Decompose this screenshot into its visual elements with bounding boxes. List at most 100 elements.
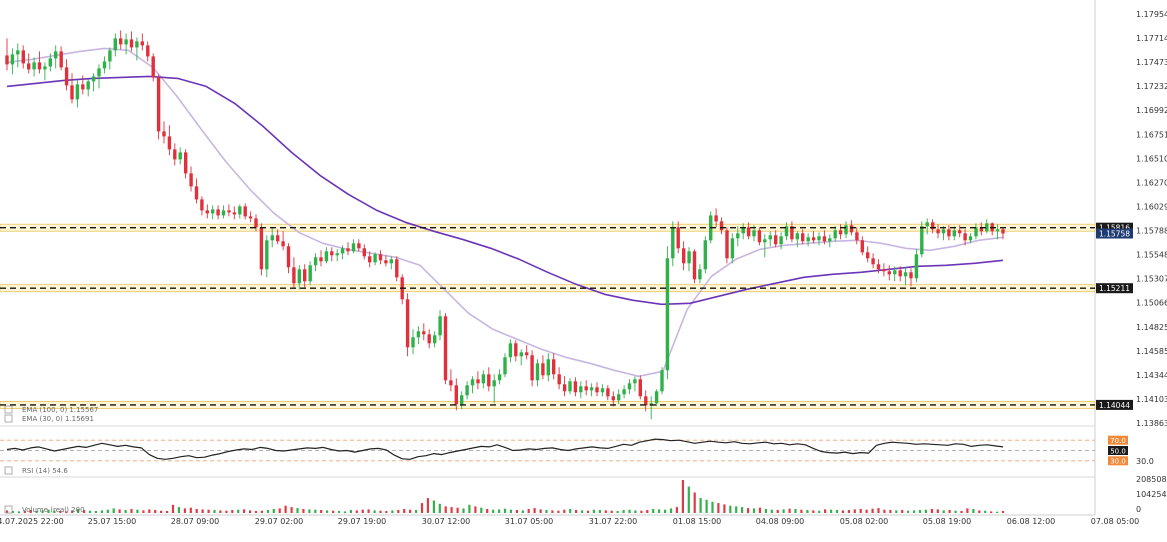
candle	[16, 43, 20, 68]
time-axis-tick: 06.08 12:00	[1007, 517, 1056, 526]
candle-body	[5, 55, 9, 65]
time-axis-tick: 28.07 09:00	[171, 517, 220, 526]
volume-bar	[865, 509, 868, 513]
candle-body	[227, 210, 231, 213]
legend-settings-icon[interactable]	[4, 505, 13, 514]
volume-bar	[978, 510, 981, 513]
candle-body	[676, 227, 680, 249]
candle	[974, 223, 978, 240]
volume-bar	[990, 511, 993, 514]
candle-body	[725, 230, 729, 259]
volume-bar	[112, 508, 115, 513]
candle-body	[497, 374, 502, 381]
price-axis-tick: 1.16992	[1136, 106, 1167, 115]
price-axis-tick: 1.17954	[1136, 10, 1167, 19]
volume-bar	[877, 508, 880, 514]
candle	[32, 57, 36, 77]
candle-body	[405, 299, 410, 348]
candle	[838, 224, 843, 240]
volume-bar	[498, 509, 501, 513]
candle	[368, 251, 372, 268]
candle	[617, 389, 621, 405]
candle	[276, 229, 280, 245]
candle	[979, 222, 984, 236]
volume-bar	[415, 510, 418, 513]
last-price-tag-bg	[1096, 228, 1133, 239]
candle-body	[622, 389, 626, 395]
volume-bar	[960, 511, 963, 513]
candle-body	[460, 395, 464, 405]
candle	[530, 350, 534, 387]
candle	[156, 74, 161, 140]
volume-bar	[628, 509, 631, 513]
candle	[654, 389, 659, 407]
volume-bar	[231, 510, 234, 513]
candle	[351, 239, 356, 254]
volume-bar	[764, 509, 767, 513]
volume-bar	[308, 509, 311, 513]
candle	[346, 242, 350, 256]
candle	[476, 371, 480, 390]
candle	[519, 349, 523, 366]
candle	[698, 264, 702, 284]
candle	[194, 178, 199, 204]
price-axis-tick: 1.15788	[1136, 227, 1167, 236]
volume-bar	[747, 508, 750, 514]
candle	[129, 31, 134, 52]
volume-bar	[723, 504, 726, 513]
legend-settings-icon[interactable]	[4, 466, 13, 475]
level-lines	[0, 226, 1095, 406]
volume-bar	[379, 510, 382, 513]
candle-body	[368, 256, 372, 263]
legend-settings-icon[interactable]	[4, 414, 13, 423]
candle	[248, 211, 253, 223]
volume-bar	[17, 511, 20, 514]
candle	[340, 245, 345, 260]
candle	[817, 232, 821, 246]
candle	[660, 367, 664, 395]
candle	[925, 218, 929, 235]
volume-bar	[326, 510, 329, 513]
candle-body	[357, 243, 361, 249]
volume-bar	[456, 507, 459, 513]
candle	[43, 62, 47, 81]
candle-body	[995, 229, 1000, 232]
candle-body	[503, 357, 507, 375]
volume-bar	[551, 510, 554, 513]
candle	[676, 221, 680, 254]
volume-bar	[41, 510, 44, 513]
volume-bar	[225, 510, 228, 513]
volume-bar	[160, 510, 163, 513]
candle-body	[113, 38, 117, 51]
candle-body	[91, 76, 96, 82]
level-price-tag-bg	[1096, 283, 1133, 294]
rsi-level-tag-bg	[1108, 435, 1128, 445]
volume-bar	[664, 509, 667, 513]
volume-bar	[824, 509, 827, 513]
candle-body	[730, 238, 735, 259]
candle-body	[925, 222, 929, 227]
volume-bar	[699, 498, 702, 513]
candle-body	[1001, 229, 1005, 234]
candle	[682, 241, 686, 271]
candle	[866, 246, 870, 263]
candle-body	[871, 258, 875, 265]
volume-bar	[924, 509, 927, 513]
volume-bar	[652, 509, 655, 513]
volume-bar	[373, 510, 376, 513]
volume-bar	[11, 511, 14, 513]
candle	[81, 75, 85, 95]
legend-settings-icon[interactable]	[4, 405, 13, 414]
candle	[801, 229, 805, 245]
rsi-level-label: 50.0	[1110, 447, 1126, 455]
candle-body	[54, 51, 58, 59]
candle	[936, 224, 940, 239]
candle-body	[627, 383, 632, 390]
candle-body	[898, 270, 902, 277]
volume-bar	[77, 509, 80, 513]
volume-bar	[100, 510, 103, 513]
time-axis-tick: 29.07 02:00	[255, 517, 304, 526]
time-axis-tick: 01.08 15:00	[673, 517, 722, 526]
candle	[600, 384, 605, 397]
